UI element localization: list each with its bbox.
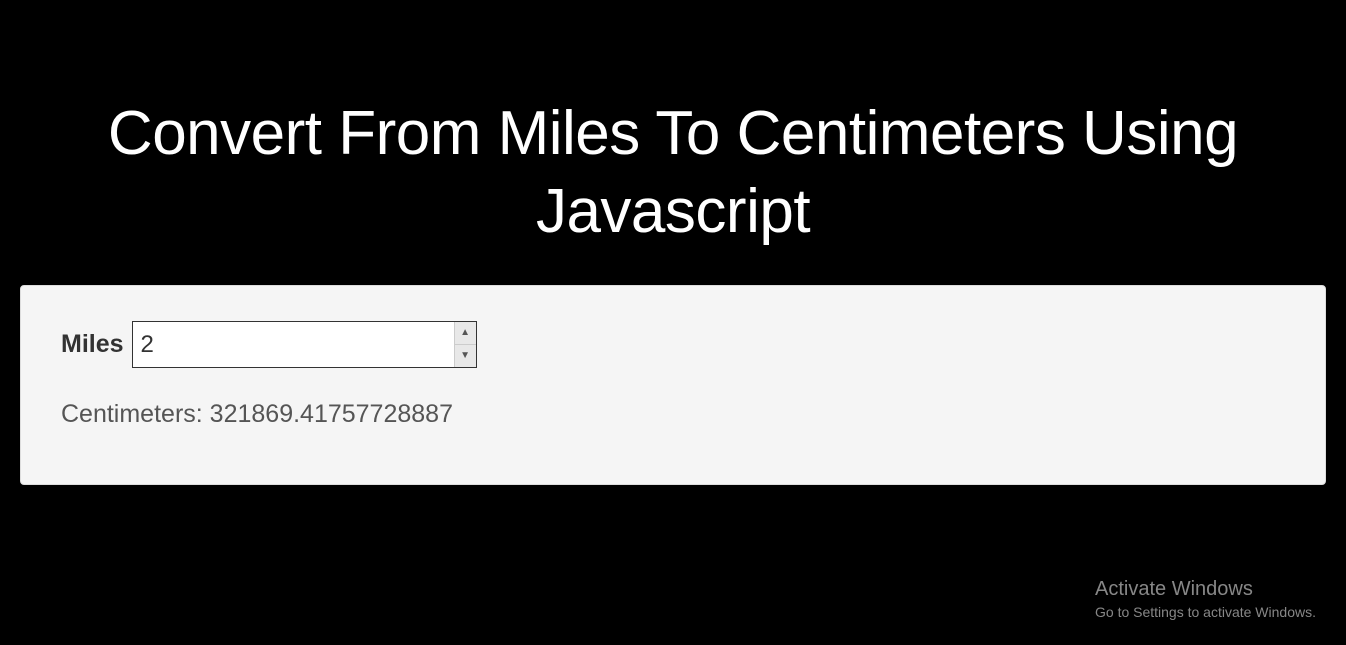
miles-label: Miles — [61, 330, 124, 359]
converter-panel: Miles ▲ ▼ Centimeters: 321869.4175772888… — [20, 285, 1326, 485]
result-label: Centimeters: — [61, 400, 203, 428]
chevron-up-icon: ▲ — [460, 328, 470, 338]
windows-activation-watermark: Activate Windows Go to Settings to activ… — [1095, 578, 1316, 620]
result-row: Centimeters: 321869.41757728887 — [61, 400, 1285, 429]
result-value: 321869.41757728887 — [210, 400, 453, 428]
input-row: Miles ▲ ▼ — [61, 321, 1285, 368]
spinner-down-button[interactable]: ▼ — [455, 345, 476, 367]
number-spinner: ▲ ▼ — [454, 322, 476, 367]
spinner-up-button[interactable]: ▲ — [455, 322, 476, 345]
watermark-subtitle: Go to Settings to activate Windows. — [1095, 604, 1316, 620]
miles-input-wrapper: ▲ ▼ — [132, 321, 477, 368]
watermark-title: Activate Windows — [1095, 578, 1316, 601]
page-title: Convert From Miles To Centimeters Using … — [0, 0, 1346, 250]
miles-input[interactable] — [132, 321, 477, 368]
chevron-down-icon: ▼ — [460, 351, 470, 361]
